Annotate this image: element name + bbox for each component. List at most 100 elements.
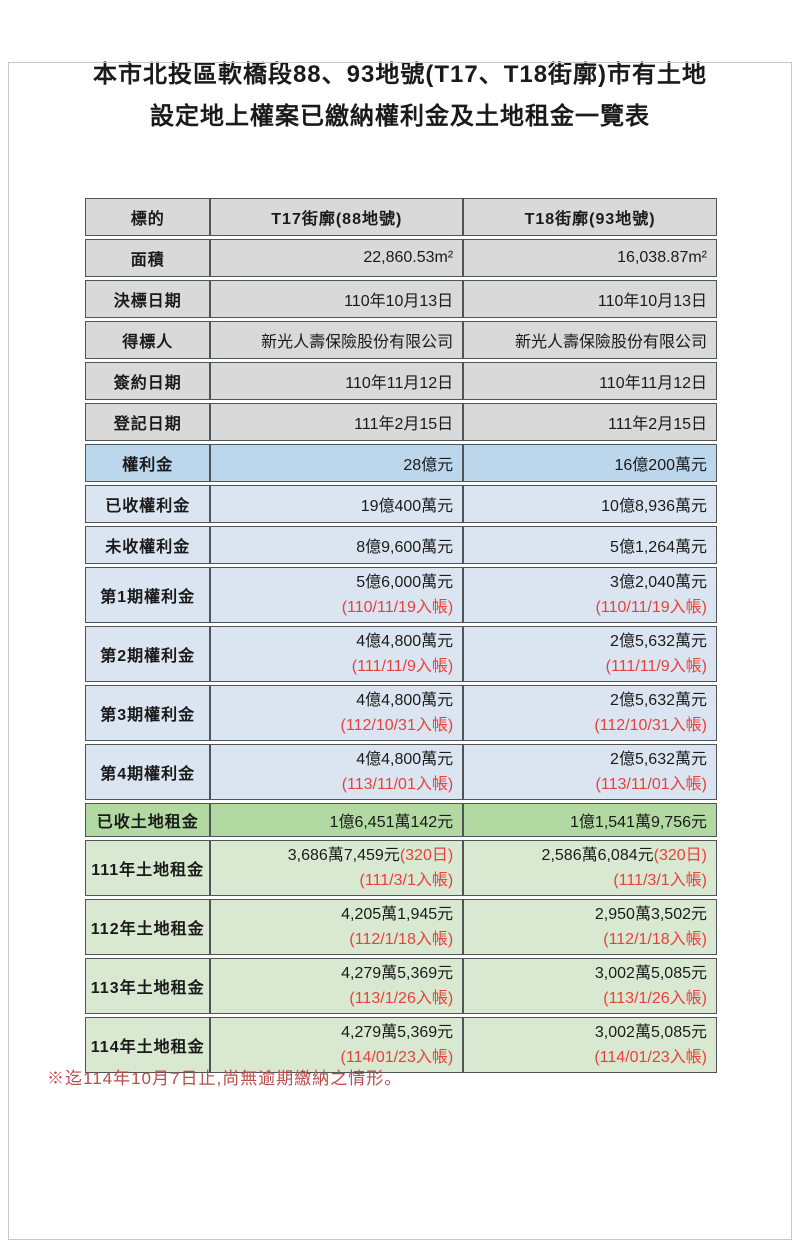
table-row: 登記日期 111年2月15日 111年2月15日: [85, 403, 717, 441]
amount-text: 新光人壽保險股份有限公司: [261, 334, 454, 351]
amount-text: 16億200萬元: [614, 457, 708, 474]
payment-date-note: (112/1/18入帳): [603, 931, 707, 948]
table-row: 得標人 新光人壽保險股份有限公司 新光人壽保險股份有限公司: [85, 321, 717, 359]
amount-text: 4,205萬1,945元: [341, 906, 454, 923]
row-label: 113年土地租金: [85, 958, 211, 1014]
amount-text: 3億2,040萬元: [610, 574, 707, 591]
page-title: 本市北投區軟橋段88、93地號(T17、T18街廓)市有土地 設定地上權案已繳納…: [40, 54, 760, 138]
amount-text: 1億6,451萬142元: [329, 814, 454, 831]
row-label: 111年土地租金: [85, 840, 211, 896]
page-title-line2: 設定地上權案已繳納權利金及土地租金一覽表: [150, 103, 650, 130]
t17-value: 4,205萬1,945元 (112/1/18入帳): [210, 899, 464, 955]
t18-value: 3億2,040萬元 (110/11/19入帳): [463, 567, 717, 623]
payment-date-note: (111/11/9入帳): [351, 658, 454, 675]
payment-date-note: (113/11/01入帳): [595, 776, 707, 793]
payment-date-note: (112/1/18入帳): [349, 931, 454, 948]
row-label: 簽約日期: [85, 362, 211, 400]
row-label: 第1期權利金: [85, 567, 211, 623]
t17-value: 4億4,800萬元 (113/11/01入帳): [210, 744, 464, 800]
table-row: 面積 22,860.53m² 16,038.87m²: [85, 239, 717, 277]
t17-value: 8億9,600萬元: [210, 526, 464, 564]
header-t17: T17街廓(88地號): [210, 198, 464, 236]
t17-value: 4億4,800萬元 (112/10/31入帳): [210, 685, 464, 741]
amount-text: 3,002萬5,085元: [594, 1024, 707, 1041]
t17-value: 4億4,800萬元 (111/11/9入帳): [210, 626, 464, 682]
amount-text: 2億5,632萬元: [610, 692, 707, 709]
header-subject: 標的: [85, 198, 211, 236]
amount-text: 1億1,541萬9,756元: [570, 814, 707, 831]
t17-value: 28億元: [210, 444, 464, 482]
footnote: ※迄114年10月7日止,尚無逾期繳納之情形。: [47, 1069, 403, 1088]
land-payment-summary-table: 標的 T17街廓(88地號) T18街廓(93地號) 面積 22,860.53m²…: [85, 195, 717, 1076]
table-row: 第4期權利金 4億4,800萬元 (113/11/01入帳) 2億5,632萬元 (11…: [85, 744, 717, 800]
row-label: 已收權利金: [85, 485, 211, 523]
t17-value: 新光人壽保險股份有限公司: [210, 321, 464, 359]
t17-value: 4,279萬5,369元 (114/01/23入帳): [210, 1017, 464, 1073]
amount-text: 2億5,632萬元: [610, 751, 707, 768]
amount-text: 4億4,800萬元: [356, 751, 454, 768]
t18-value: 3,002萬5,085元 (113/1/26入帳): [463, 958, 717, 1014]
amount-text: 16,038.87m²: [617, 249, 707, 266]
t17-value: 22,860.53m²: [210, 239, 464, 277]
amount-text: 22,860.53m²: [363, 249, 454, 266]
amount-text: 5億6,000萬元: [356, 574, 454, 591]
row-label: 決標日期: [85, 280, 211, 318]
row-label: 權利金: [85, 444, 211, 482]
amount-text: 110年10月13日: [344, 293, 454, 310]
payment-date-note: (111/3/1入帳): [613, 872, 707, 889]
row-label: 114年土地租金: [85, 1017, 211, 1073]
table-body: 標的 T17街廓(88地號) T18街廓(93地號) 面積 22,860.53m²…: [85, 198, 717, 1073]
amount-text: 3,686萬7,459元: [287, 847, 400, 864]
t18-value: 10億8,936萬元: [463, 485, 717, 523]
row-label: 登記日期: [85, 403, 211, 441]
amount-text: 4億4,800萬元: [356, 633, 454, 650]
payment-date-note: (113/1/26入帳): [349, 990, 454, 1007]
table-row: 第3期權利金 4億4,800萬元 (112/10/31入帳) 2億5,632萬元 (11…: [85, 685, 717, 741]
row-label: 112年土地租金: [85, 899, 211, 955]
amount-text: 110年11月12日: [345, 375, 454, 392]
row-label: 得標人: [85, 321, 211, 359]
amount-text: 110年10月13日: [597, 293, 707, 310]
t18-value: 2,950萬3,502元 (112/1/18入帳): [463, 899, 717, 955]
table-row: 簽約日期 110年11月12日 110年11月12日: [85, 362, 717, 400]
t17-value: 111年2月15日: [210, 403, 464, 441]
payment-date-note: (114/01/23入帳): [340, 1049, 454, 1066]
page-title-line1: 本市北投區軟橋段88、93地號(T17、T18街廓)市有土地: [92, 61, 708, 88]
t18-value: 新光人壽保險股份有限公司: [463, 321, 717, 359]
amount-text: 2,586萬6,084元: [541, 847, 654, 864]
payment-date-note: (112/10/31入帳): [594, 717, 707, 734]
t17-value: 3,686萬7,459元(320日) (111/3/1入帳): [210, 840, 464, 896]
amount-text: 新光人壽保險股份有限公司: [514, 334, 707, 351]
row-label: 面積: [85, 239, 211, 277]
t18-value: 2億5,632萬元 (111/11/9入帳): [463, 626, 717, 682]
row-label: 第4期權利金: [85, 744, 211, 800]
t18-value: 2億5,632萬元 (112/10/31入帳): [463, 685, 717, 741]
amount-text: 3,002萬5,085元: [594, 965, 707, 982]
t18-value: 110年11月12日: [463, 362, 717, 400]
amount-text: 4,279萬5,369元: [341, 1024, 454, 1041]
payment-date-note: (110/11/19入帳): [341, 599, 454, 616]
amount-text: 19億400萬元: [360, 498, 454, 515]
table-row: 第2期權利金 4億4,800萬元 (111/11/9入帳) 2億5,632萬元 (111…: [85, 626, 717, 682]
days-count-text: (320日): [653, 847, 707, 864]
t18-value: 110年10月13日: [463, 280, 717, 318]
t18-value: 1億1,541萬9,756元: [463, 803, 717, 837]
payment-date-note: (112/10/31入帳): [340, 717, 454, 734]
amount-text: 110年11月12日: [599, 375, 707, 392]
t18-value: 5億1,264萬元: [463, 526, 717, 564]
table-row: 已收土地租金 1億6,451萬142元 1億1,541萬9,756元: [85, 803, 717, 837]
table-row: 113年土地租金 4,279萬5,369元 (113/1/26入帳) 3,002萬5,…: [85, 958, 717, 1014]
table-header-row: 標的 T17街廓(88地號) T18街廓(93地號): [85, 198, 717, 236]
table-row: 112年土地租金 4,205萬1,945元 (112/1/18入帳) 2,950萬3,…: [85, 899, 717, 955]
amount-text: 28億元: [403, 457, 454, 474]
t18-value: 3,002萬5,085元 (114/01/23入帳): [463, 1017, 717, 1073]
row-label: 第2期權利金: [85, 626, 211, 682]
payment-date-note: (113/11/01入帳): [341, 776, 454, 793]
t17-value: 1億6,451萬142元: [210, 803, 464, 837]
table-row: 111年土地租金 3,686萬7,459元(320日) (111/3/1入帳) 2,5…: [85, 840, 717, 896]
amount-text: 111年2月15日: [354, 416, 454, 433]
table-row: 權利金 28億元 16億200萬元: [85, 444, 717, 482]
days-count-text: (320日): [399, 847, 454, 864]
table-row: 114年土地租金 4,279萬5,369元 (114/01/23入帳) 3,002萬5…: [85, 1017, 717, 1073]
amount-text: 4億4,800萬元: [356, 692, 454, 709]
